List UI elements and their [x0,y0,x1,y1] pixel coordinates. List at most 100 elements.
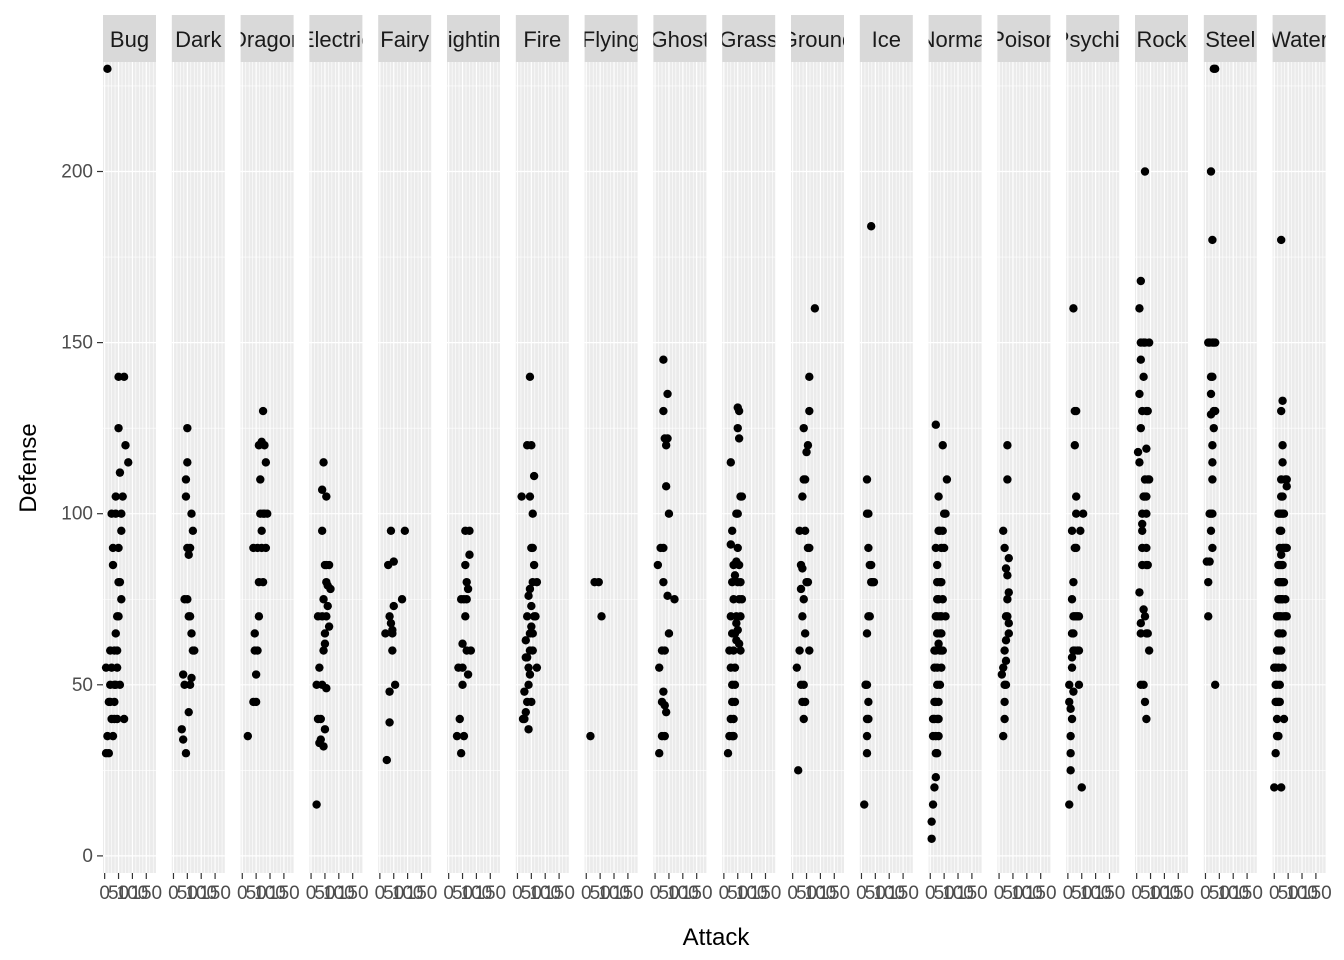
data-point [733,543,742,553]
facet-strip-label: Poison [990,27,1057,52]
data-point [320,725,330,734]
data-point [322,684,331,693]
data-point [183,595,192,604]
data-point [397,595,407,604]
data-point [103,64,112,74]
x-tick-label: 50 [865,883,886,904]
data-point [999,663,1008,672]
x-tick-label: 100 [667,883,699,904]
data-point [866,222,876,231]
data-point [1275,697,1285,707]
data-point [112,663,122,672]
data-point [1065,697,1074,707]
x-tick-label: 50 [521,883,542,904]
data-point [664,629,674,638]
data-point [465,550,474,559]
data-point [324,622,334,631]
facet-strip [240,15,294,62]
data-point [934,731,943,741]
data-point [732,619,741,628]
x-tick-label: 100 [117,883,149,904]
data-point [522,612,532,621]
data-point [261,543,271,553]
data-point [663,591,672,601]
data-point [256,475,265,484]
data-point [528,646,537,655]
x-tick-label: 0 [925,883,936,904]
data-point [455,714,464,724]
data-point [1071,492,1081,501]
data-point [800,526,810,536]
panel-background [791,62,844,873]
x-tick-label: 50 [383,883,404,904]
data-point [1208,372,1217,382]
data-point [670,595,679,604]
data-point [1140,167,1150,176]
data-point [458,680,467,689]
data-point [864,714,873,724]
data-point [727,526,737,536]
data-point [937,646,946,655]
facet-strip [309,15,363,62]
x-tick-label: 0 [375,883,386,904]
x-tick-label: 0 [168,883,179,904]
data-point [528,629,537,638]
data-point [1272,714,1282,724]
data-point [389,557,398,566]
data-point [729,714,738,724]
data-point [803,441,813,450]
x-tick-label: 100 [1011,883,1043,904]
x-tick-label: 100 [805,883,837,904]
y-tick-label: 0 [82,846,93,867]
data-point [1144,646,1154,655]
data-point [1208,475,1217,484]
facet-strip-label: Fire [523,27,561,52]
panel-background [171,62,225,873]
data-point [1139,605,1148,614]
data-point [115,468,125,477]
facet-strip [1272,15,1326,62]
data-point [659,543,668,553]
data-point [663,434,672,443]
data-point [111,492,120,501]
data-point [456,749,466,758]
data-point [317,485,327,494]
data-point [115,577,125,587]
data-point [1004,553,1013,563]
data-point [181,749,191,758]
data-point [655,663,664,672]
data-point [520,714,529,724]
data-point [1204,577,1213,587]
x-tick-label: 50 [108,883,129,904]
data-point [860,800,869,809]
data-point [117,526,126,536]
facet-strip [859,15,913,62]
data-point [326,584,335,594]
data-point [1065,800,1074,809]
data-point [939,543,949,553]
facet-strip-label: Ghost [651,27,710,52]
data-point [529,471,539,481]
facet-strip-label: Ground [781,27,854,52]
data-point [458,639,467,648]
data-point [251,670,261,679]
data-point [1000,646,1009,655]
data-point [532,663,542,672]
data-point [390,680,400,689]
data-point [941,509,950,518]
data-point [1066,766,1075,775]
data-point [400,526,410,536]
facet-strip [584,15,638,62]
data-point [108,560,118,570]
data-point [385,718,394,727]
data-point [465,526,474,536]
data-point [184,707,193,717]
facet-strip [378,15,432,62]
data-point [524,591,533,601]
data-point [723,749,733,758]
data-point [521,707,530,717]
